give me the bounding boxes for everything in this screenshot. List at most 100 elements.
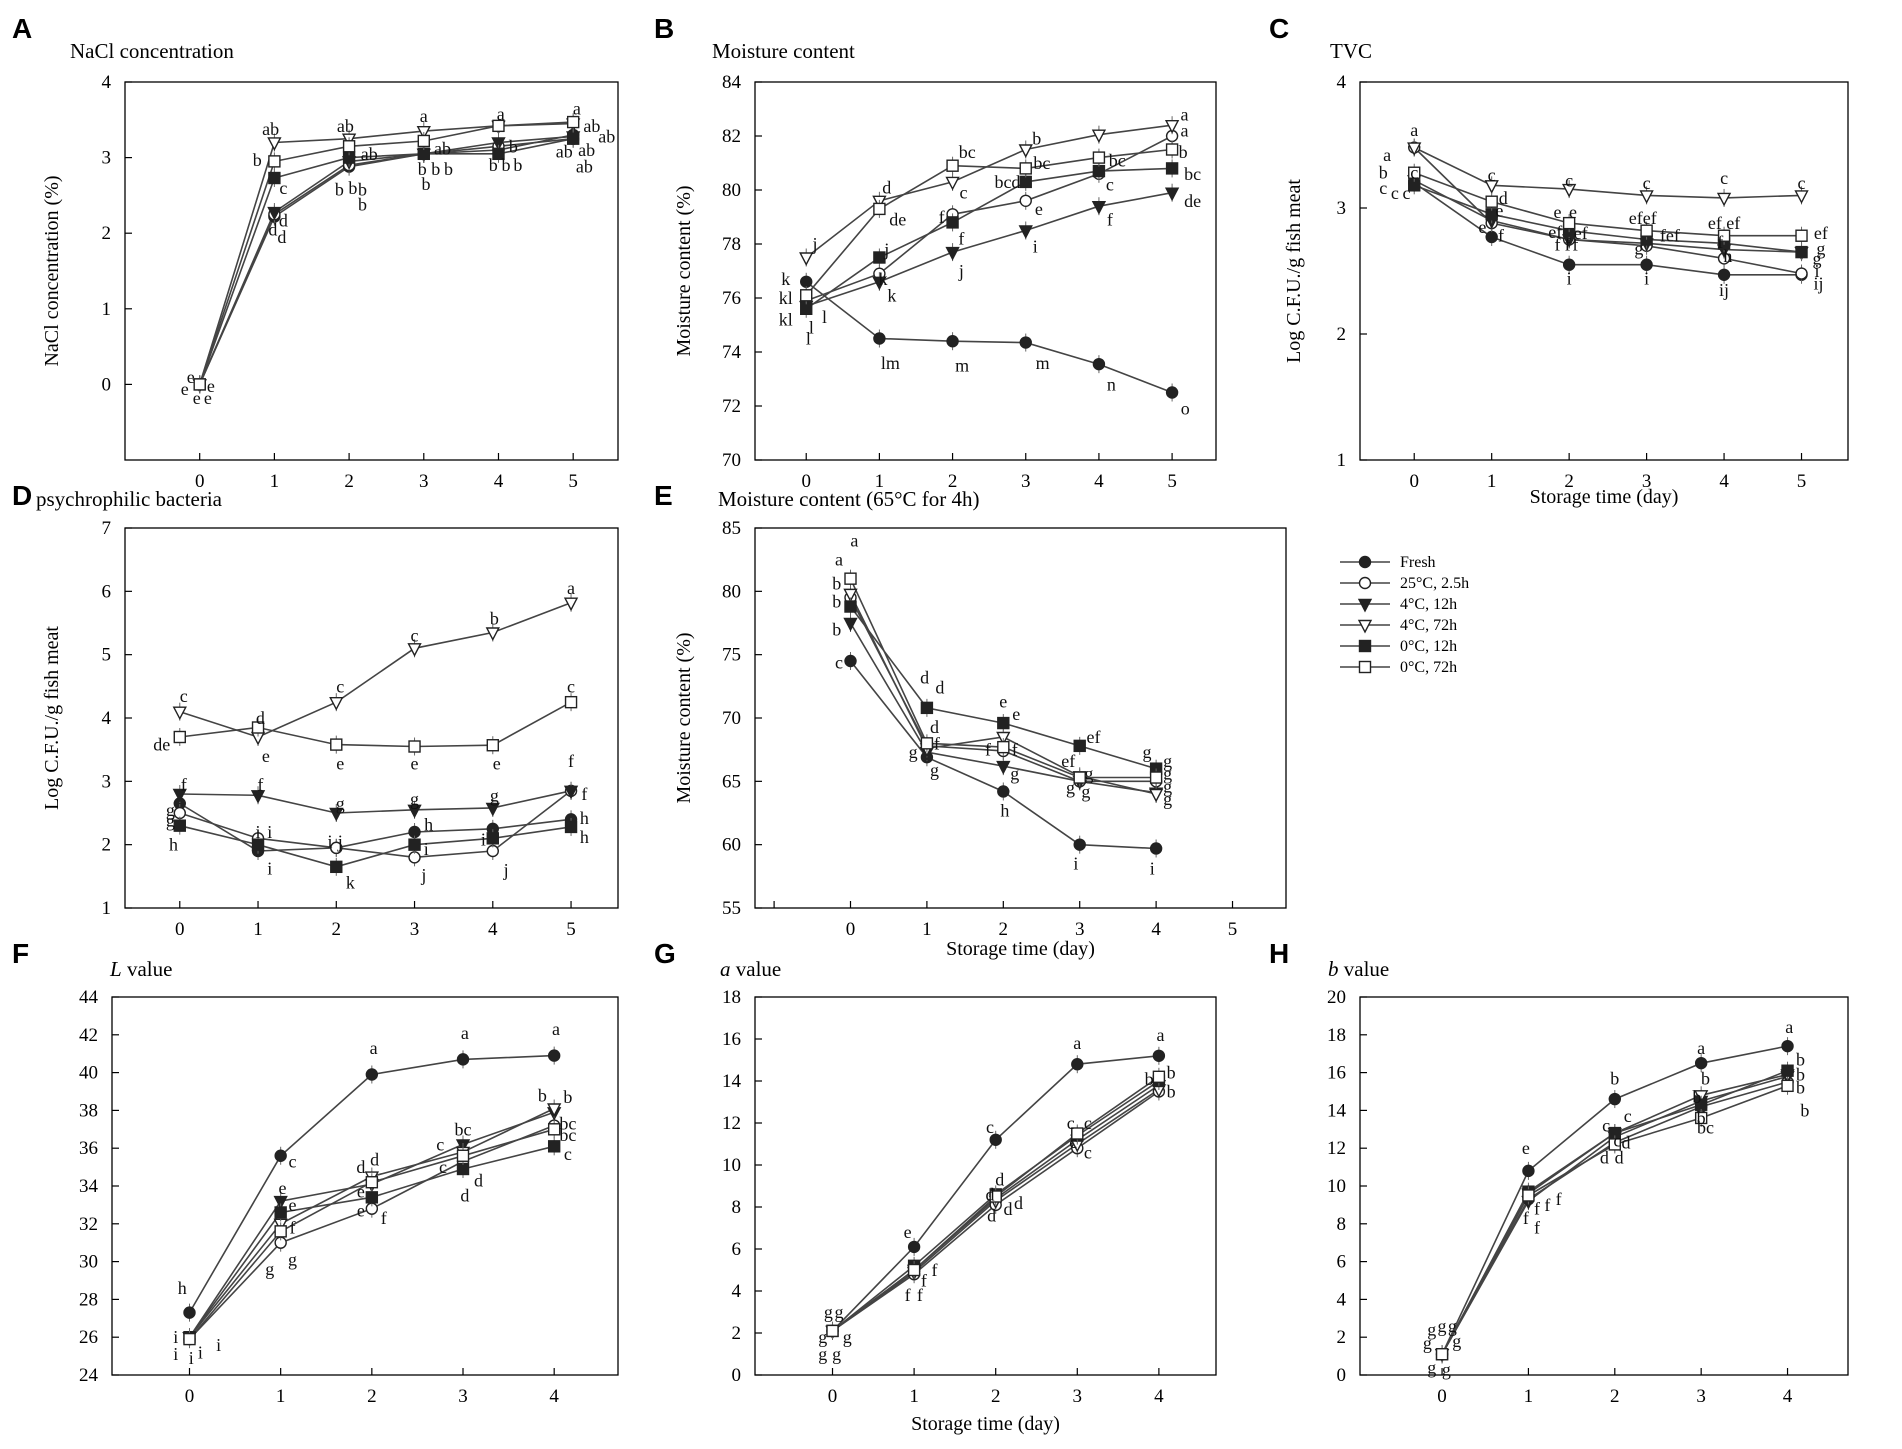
data-point xyxy=(365,1068,379,1081)
data-point xyxy=(843,617,858,632)
significance-letter: c xyxy=(1084,1142,1092,1162)
x-tick-label: 1 xyxy=(276,1386,286,1407)
significance-letter: f xyxy=(1556,1189,1562,1209)
data-point xyxy=(1165,143,1179,156)
significance-letter: a xyxy=(1785,1017,1793,1037)
significance-letter: lm xyxy=(881,353,900,373)
significance-letter: g xyxy=(1163,776,1172,796)
data-point xyxy=(173,730,186,744)
x-tick-label: 1 xyxy=(875,471,885,492)
panel-letter-d: D xyxy=(12,480,32,511)
x-tick-label: 1 xyxy=(922,919,932,940)
y-tick-label: 8 xyxy=(1337,1214,1347,1235)
significance-letter: d xyxy=(1600,1148,1609,1168)
significance-letter: g xyxy=(1163,764,1172,784)
legend-label: 4°C, 12h xyxy=(1400,596,1457,613)
panel-title-rest: value xyxy=(1339,957,1390,981)
significance-letter: e xyxy=(493,754,501,774)
series-line-5 xyxy=(198,121,574,385)
data-point xyxy=(456,1162,470,1176)
significance-letter: b xyxy=(418,159,427,179)
data-point xyxy=(547,1123,561,1136)
data-point xyxy=(1165,386,1179,399)
significance-letter: b xyxy=(832,591,841,611)
data-point xyxy=(1562,258,1576,271)
significance-letter: f xyxy=(939,207,945,227)
panel-b: B Moisture content 70 72 74 76 78 80 82 84 0 1 2 3 4 5… xyxy=(654,13,1217,492)
significance-letter: c xyxy=(567,676,575,696)
data-point xyxy=(267,206,282,221)
y-tick-label: 2 xyxy=(1337,324,1347,345)
significance-letter: f xyxy=(1534,1218,1540,1238)
data-point xyxy=(1152,1049,1166,1063)
significance-letter: de xyxy=(889,210,906,230)
x-tick-label: 0 xyxy=(801,471,811,492)
y-tick-label: 55 xyxy=(722,898,741,919)
significance-letter: g xyxy=(1442,1359,1451,1379)
significance-letter: g xyxy=(1081,781,1090,801)
data-point xyxy=(183,1306,196,1319)
panel-title: psychrophilic bacteria xyxy=(36,487,223,511)
data-point xyxy=(563,597,579,612)
significance-letter: b xyxy=(1379,163,1388,183)
y-tick-label: 78 xyxy=(722,234,741,255)
significance-letter: b xyxy=(1796,1064,1805,1084)
data-point xyxy=(1073,771,1086,784)
significance-letter: ab xyxy=(337,116,354,136)
data-point xyxy=(408,740,421,753)
y-tick-label: 4 xyxy=(732,1281,742,1302)
y-tick-label: 6 xyxy=(732,1239,742,1260)
significance-letter: i xyxy=(173,1344,178,1364)
series-line-3 xyxy=(179,601,572,738)
x-tick-label: 4 xyxy=(1094,471,1104,492)
series-line-2 xyxy=(179,790,572,814)
data-point xyxy=(485,802,500,817)
significance-letter: c xyxy=(1798,173,1806,193)
x-tick-label: 1 xyxy=(1487,471,1497,492)
y-axis-label: Log C.F.U./g fish meat xyxy=(1283,179,1305,363)
series-line-1 xyxy=(1413,146,1802,275)
significance-letter: d xyxy=(1615,1148,1624,1168)
data-point xyxy=(1608,1138,1621,1151)
data-point xyxy=(268,155,281,168)
series-line-4 xyxy=(179,824,572,868)
significance-letter: i xyxy=(1567,269,1572,289)
y-tick-label: 3 xyxy=(1337,198,1347,219)
significance-letter: c xyxy=(411,626,419,646)
significance-letter: c xyxy=(180,686,188,706)
significance-letter: i xyxy=(267,822,272,842)
significance-letter: f xyxy=(381,1208,387,1228)
significance-letter: e xyxy=(204,388,212,408)
x-tick-label: 2 xyxy=(999,919,1009,940)
significance-letter: a xyxy=(573,98,581,118)
panel-c: C TVC 1 2 3 4 0 1 2 3 4 5 Log C.F.U./g fish meat Sto… xyxy=(1269,13,1849,508)
significance-letter: g xyxy=(490,785,499,805)
y-tick-label: 6 xyxy=(102,581,112,602)
significance-letter: o xyxy=(1181,399,1190,419)
significance-letter: e xyxy=(1478,217,1486,237)
data-point xyxy=(945,176,960,191)
significance-letter: bcd xyxy=(994,172,1020,192)
significance-letter: a xyxy=(497,104,505,124)
y-tick-label: 16 xyxy=(1327,1063,1346,1084)
significance-letter: k xyxy=(781,269,790,289)
y-tick-label: 60 xyxy=(722,835,741,856)
y-tick-label: 84 xyxy=(722,72,742,93)
y-tick-label: 2 xyxy=(102,223,112,244)
data-point xyxy=(274,1225,287,1238)
significance-letter: f xyxy=(1534,1199,1540,1219)
x-tick-label: 5 xyxy=(566,919,576,940)
significance-letter: a xyxy=(420,106,428,126)
series-line-4 xyxy=(805,167,1173,310)
significance-letter: bc xyxy=(559,1125,576,1145)
data-point xyxy=(365,1176,379,1189)
x-tick-label: 0 xyxy=(828,1386,838,1407)
significance-letter: a xyxy=(1181,104,1189,124)
significance-letter: g xyxy=(336,794,345,814)
y-tick-label: 2 xyxy=(732,1323,742,1344)
significance-letter: ab xyxy=(262,119,279,139)
x-tick-label: 1 xyxy=(1524,1386,1534,1407)
data-point xyxy=(1091,200,1107,215)
legend-label: 25°C, 2.5h xyxy=(1400,575,1469,592)
